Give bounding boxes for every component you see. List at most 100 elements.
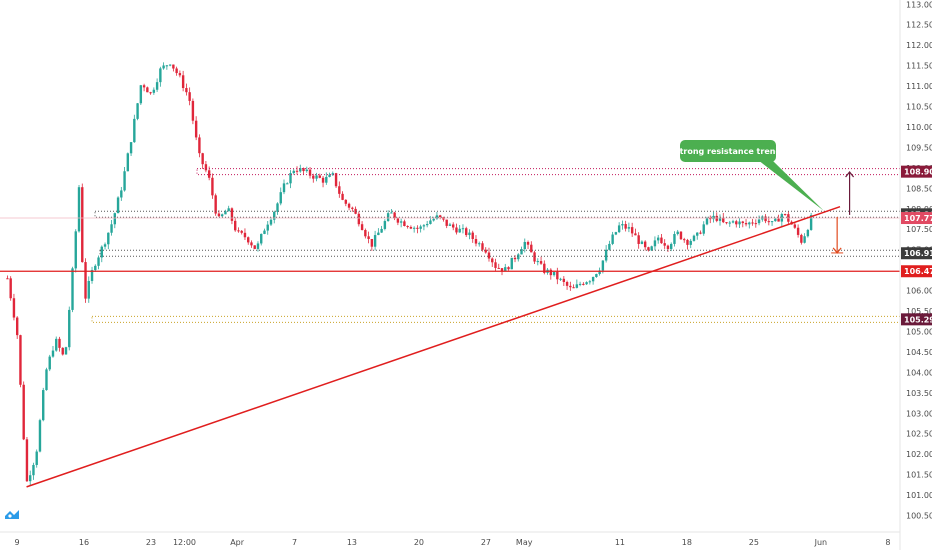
candle-body [692, 235, 696, 241]
candle-body [364, 229, 367, 237]
candle-body [299, 168, 302, 172]
candle-body [64, 347, 68, 355]
zone-lower-support[interactable] [91, 315, 901, 323]
tradingview-logo-icon[interactable] [5, 510, 19, 519]
candle-body [331, 173, 335, 175]
price-badge-last-price [901, 212, 932, 225]
candle-body [19, 335, 22, 385]
candle-body [748, 222, 751, 225]
candle-body [452, 224, 455, 228]
candle-body [308, 169, 312, 176]
candle-body [526, 241, 530, 245]
price-badge-label: 107.773 [904, 214, 932, 223]
candle-body [478, 243, 481, 245]
candle-body [403, 221, 406, 227]
candle-body [172, 64, 175, 69]
candle-body [539, 261, 543, 264]
annotation-callout[interactable]: strong resistance trend [675, 140, 824, 211]
candle-body [634, 233, 637, 236]
candle-body [224, 211, 227, 215]
candle-body [637, 235, 640, 244]
price-tick-label: 100.500 [906, 512, 932, 521]
candle-body [670, 243, 673, 249]
time-tick-label: 23 [146, 538, 156, 547]
candle-body [552, 271, 556, 276]
candle-body [569, 285, 572, 288]
candle-body [204, 164, 208, 171]
candle-body [146, 87, 149, 93]
candle-body [6, 278, 9, 280]
candle-body [445, 219, 448, 226]
time-tick-label: 27 [481, 538, 491, 547]
time-tick-label: May [516, 538, 533, 547]
candle-body [504, 267, 507, 272]
candle-body [136, 103, 139, 119]
candle-body [32, 464, 35, 476]
candle-body [702, 224, 705, 234]
candle-body [458, 228, 461, 233]
candle-body [562, 278, 566, 283]
candle-body [107, 232, 110, 245]
time-axis[interactable]: 9 16 23 12:00 Apr 7 13 20 27 May 11 18 25 Jun 8 [14, 538, 890, 547]
candle-body [412, 227, 416, 229]
candle-body [575, 284, 579, 288]
candle-body [276, 203, 279, 212]
candle-body [731, 221, 735, 223]
candle-body [305, 169, 308, 172]
candle-body [220, 214, 224, 217]
candle-body [292, 170, 295, 174]
candle-body [585, 282, 588, 285]
candle-body [757, 219, 761, 224]
candle-body [725, 222, 728, 224]
candle-body [650, 246, 653, 251]
candle-body [207, 170, 211, 178]
candle-body [406, 226, 409, 228]
time-tick-label: 9 [14, 538, 19, 547]
price-tick-label: 110.500 [906, 103, 932, 112]
trendline[interactable] [26, 205, 841, 488]
candle-body [653, 240, 657, 247]
candle-body [139, 85, 143, 104]
candle-body [29, 475, 32, 482]
candle-body [211, 177, 214, 196]
candle-body [764, 216, 767, 222]
candle-body [133, 118, 136, 143]
candle-body [696, 232, 699, 236]
candle-body [295, 170, 299, 172]
candle-body [175, 68, 178, 74]
candle-body [712, 215, 715, 220]
candle-body [806, 229, 810, 237]
candle-body [351, 207, 354, 209]
price-badge-support [901, 247, 932, 260]
candle-body [507, 267, 510, 270]
zone-support[interactable] [99, 249, 901, 257]
candle-body [666, 245, 670, 249]
price-badge-lower-support [901, 313, 932, 326]
arrows-layer [831, 170, 855, 254]
candle-body [48, 356, 51, 370]
candle-body [123, 171, 126, 191]
candle-body [100, 246, 103, 258]
price-tick-label: 113.000 [906, 0, 932, 9]
time-tick-label: 13 [347, 538, 357, 547]
candle-body [517, 254, 520, 260]
price-tick-label: 112.500 [906, 21, 932, 30]
candle-body [448, 224, 452, 226]
candle-body [370, 238, 374, 247]
candle-body [438, 215, 442, 218]
candle-body [556, 271, 559, 280]
candle-body [432, 218, 435, 221]
candle-body [679, 231, 683, 240]
candle-body [481, 243, 484, 250]
candle-body [617, 225, 621, 233]
candle-body [520, 249, 523, 255]
candle-body [55, 338, 58, 351]
price-axis[interactable]: 100.500 101.000 101.500 102.000 102.500 103.0… [906, 0, 932, 520]
candle-body [178, 73, 182, 76]
annotation-text: strong resistance trend [675, 147, 782, 156]
candle-body [591, 277, 595, 282]
price-tick-label: 111.500 [906, 62, 932, 71]
candle-body [129, 142, 133, 154]
candle-body [71, 268, 74, 310]
